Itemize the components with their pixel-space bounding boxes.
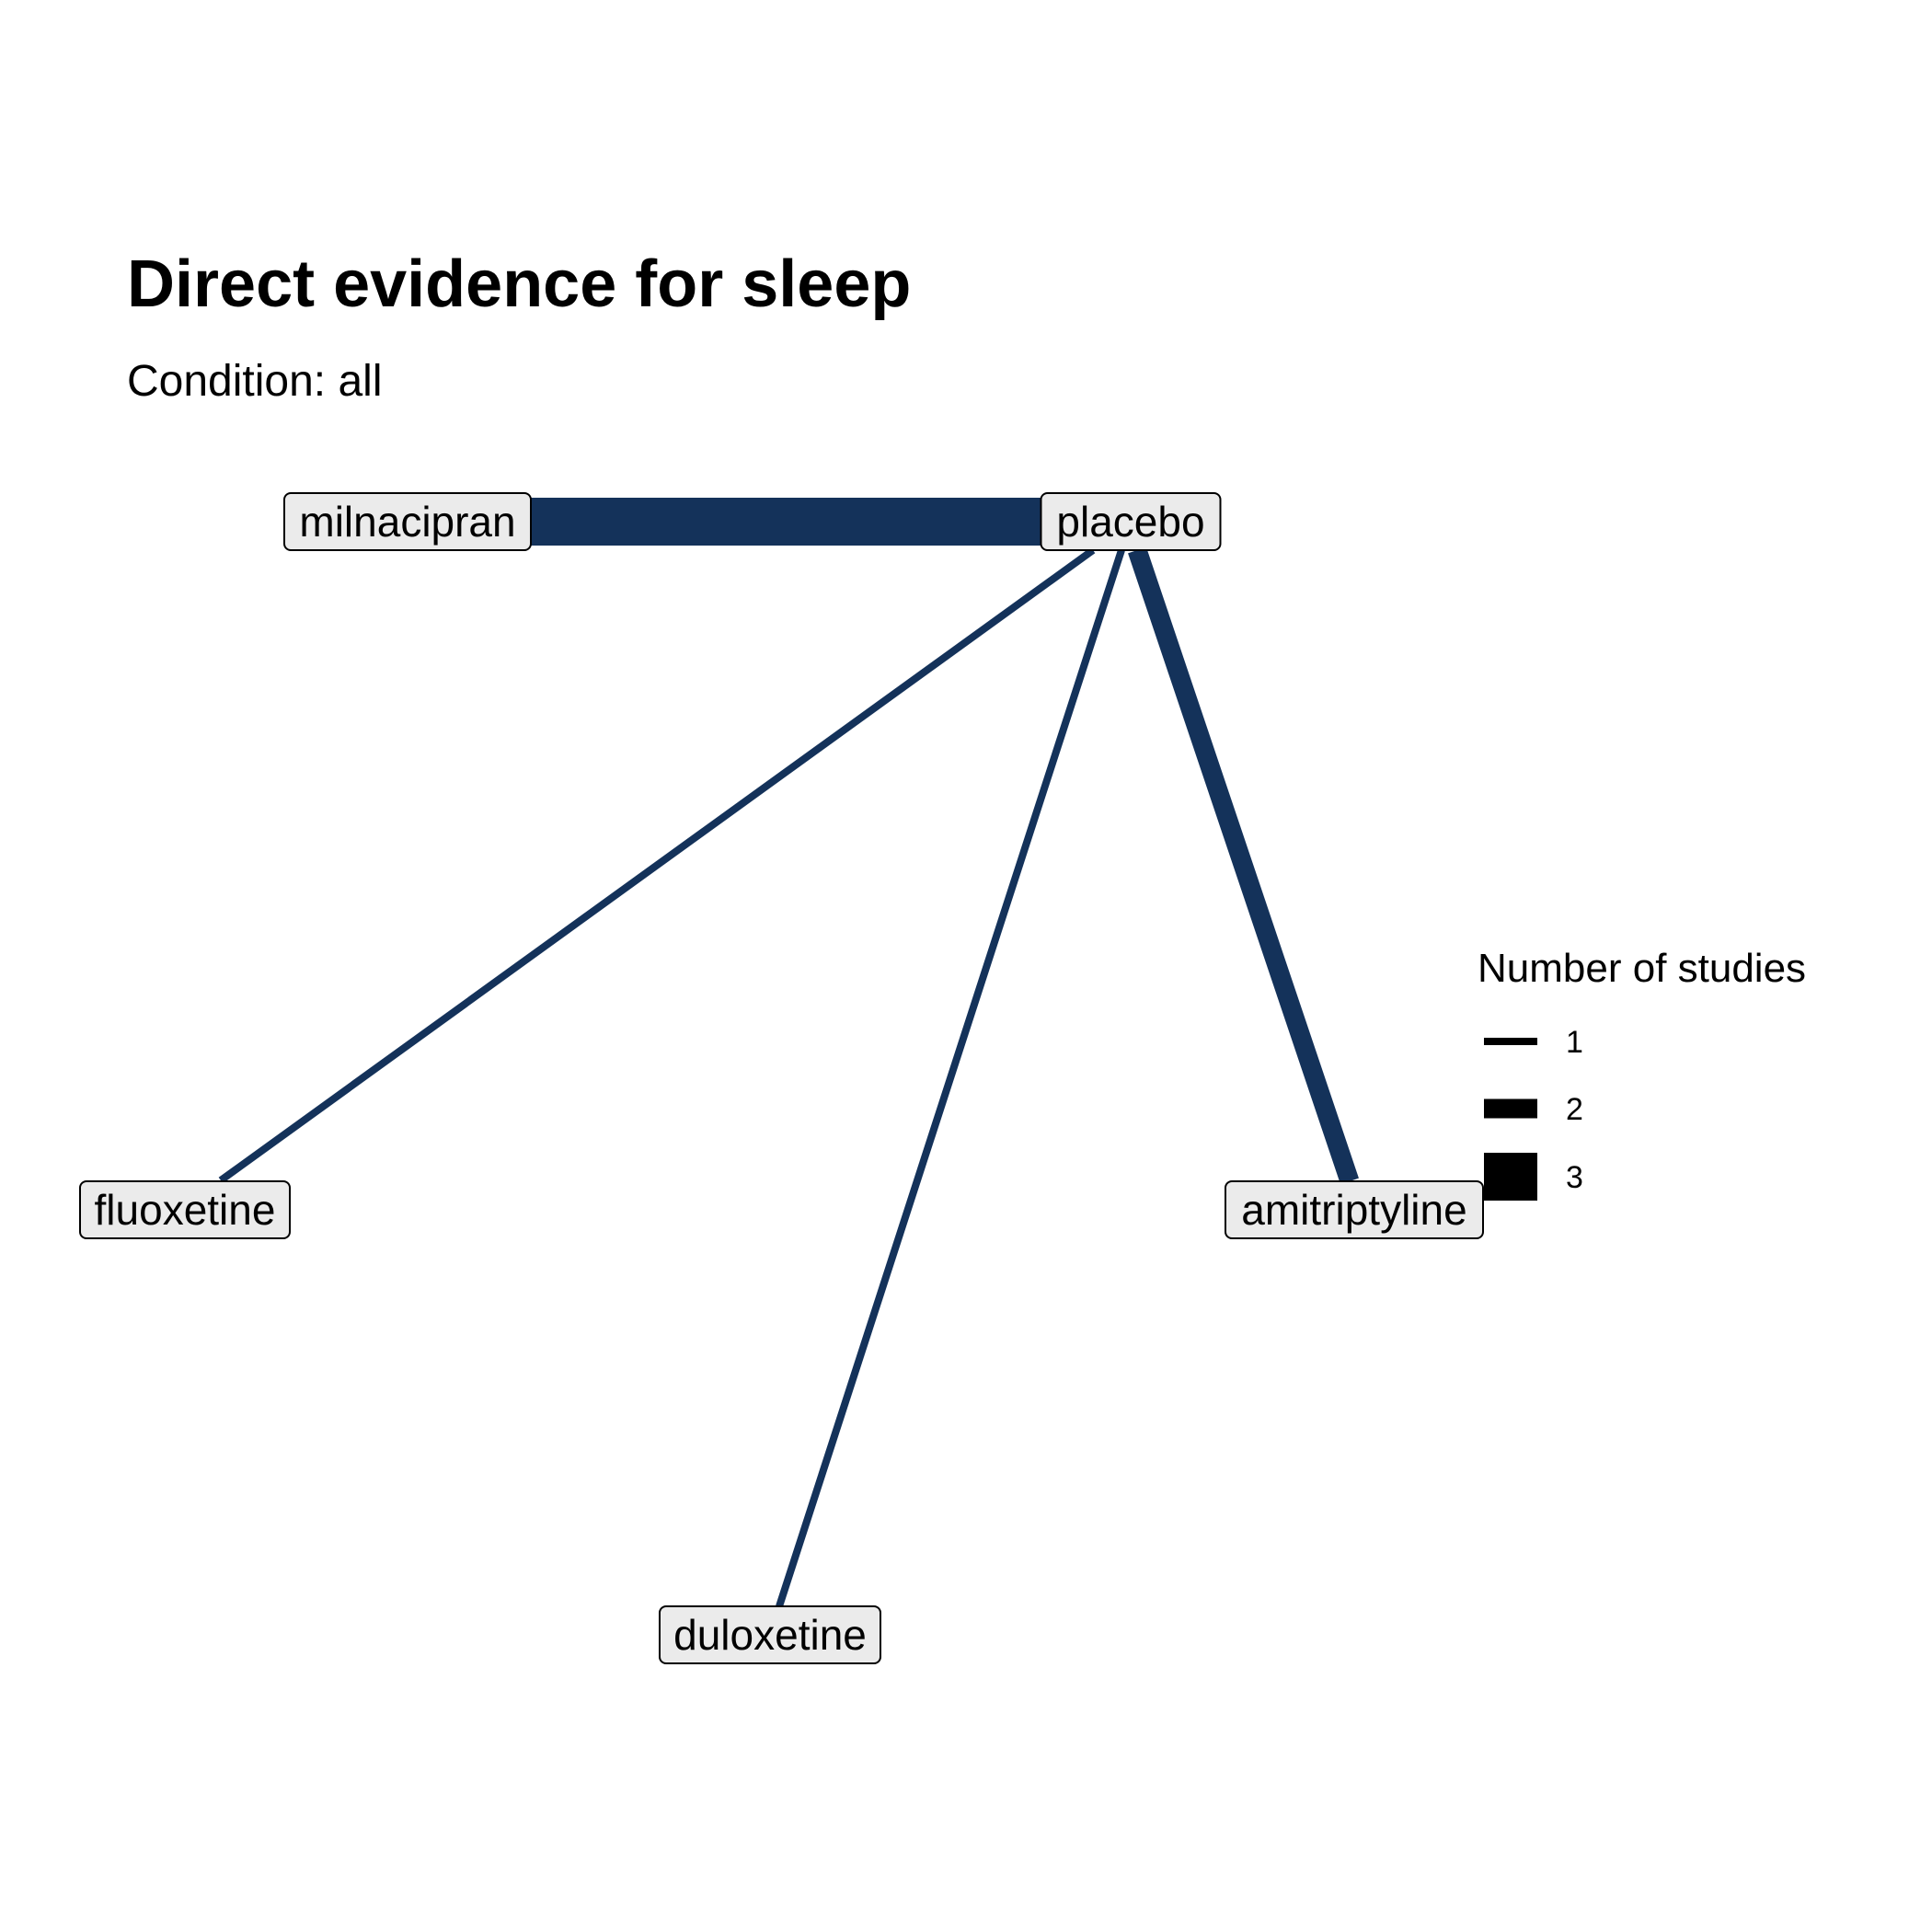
node-box bbox=[1040, 492, 1222, 551]
node-box bbox=[283, 492, 532, 551]
legend-label-2: 2 bbox=[1566, 1092, 1583, 1127]
node-fluoxetine: fluoxetine bbox=[79, 1180, 291, 1239]
node-placebo: placebo bbox=[1040, 492, 1222, 551]
node-label: placebo bbox=[1056, 498, 1204, 546]
legend-key-2 bbox=[1484, 1098, 1537, 1119]
legend-key-1 bbox=[1484, 1038, 1537, 1045]
diagram-title: Direct evidence for sleep bbox=[127, 247, 911, 321]
node-amitriptyline: amitriptyline bbox=[1225, 1180, 1484, 1239]
legend-label-1: 1 bbox=[1566, 1025, 1583, 1060]
node-label: fluoxetine bbox=[95, 1186, 276, 1234]
legend-key-3 bbox=[1484, 1153, 1537, 1201]
diagram-subtitle: Condition: all bbox=[127, 357, 383, 406]
legend-items: 1 2 3 bbox=[1484, 1025, 1583, 1201]
legend-title: Number of studies bbox=[1478, 946, 1806, 991]
node-box bbox=[1225, 1180, 1484, 1239]
node-label: duloxetine bbox=[673, 1611, 867, 1659]
node-box bbox=[659, 1605, 881, 1664]
nodes-layer: milnacipran placebo fluoxetine amitriptylin… bbox=[79, 492, 1484, 1664]
node-label: milnacipran bbox=[299, 498, 515, 546]
legend-label-3: 3 bbox=[1566, 1160, 1583, 1195]
node-label: amitriptyline bbox=[1241, 1186, 1466, 1234]
node-milnacipran: milnacipran bbox=[283, 492, 532, 551]
edges-layer bbox=[218, 498, 1359, 1608]
edge-placebo-duloxetine bbox=[776, 548, 1125, 1608]
edge-placebo-fluoxetine bbox=[218, 546, 1096, 1184]
node-box bbox=[79, 1180, 291, 1239]
legend: Number of studies 1 2 3 bbox=[1478, 946, 1806, 1201]
edge-placebo-amitriptyline bbox=[1128, 546, 1359, 1185]
node-duloxetine: duloxetine bbox=[659, 1605, 881, 1664]
